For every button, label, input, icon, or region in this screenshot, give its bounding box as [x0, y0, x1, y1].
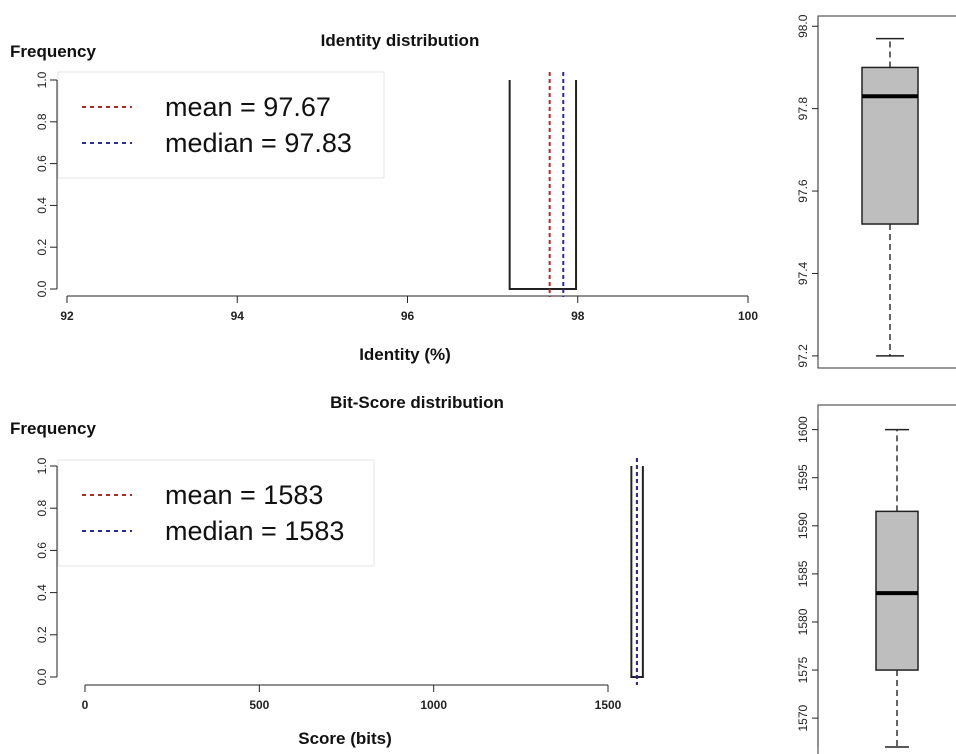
bitscore-legend-median-label: median = 1583	[165, 516, 344, 546]
bitscore-boxplot-panel: 1570 1575 1580 1585 1590 1595 1600	[796, 404, 956, 754]
bitscore-y-tick-label: 0.6	[35, 542, 49, 559]
identity-x-tick-label: 100	[738, 309, 758, 323]
bitscore-y-axis-label: Frequency	[10, 419, 97, 438]
bitscore-boxplot-iqr-box	[875, 510, 919, 671]
identity-boxplot-y-tick-label: 97.4	[796, 261, 810, 285]
bitscore-boxplot-y-tick-label: 1570	[796, 704, 810, 731]
bitscore-y-tick-label: 0.4	[35, 584, 49, 601]
identity-stat-lines	[548, 72, 565, 297]
identity-x-axis-label: Identity (%)	[359, 345, 451, 364]
bitscore-histogram-panel: Bit-Score distribution Frequency Score (…	[10, 393, 644, 748]
identity-legend-mean-label: mean = 97.67	[165, 92, 331, 122]
identity-boxplot-axis: 97.2 97.4 97.6 97.8 98.0	[796, 14, 819, 368]
identity-boxplot-y-tick-label: 98.0	[796, 14, 810, 38]
bitscore-boxplot-y-tick-label: 1585	[796, 560, 810, 587]
identity-y-tick-label: 0.4	[35, 197, 49, 214]
bitscore-y-tick-label: 1.0	[35, 457, 49, 474]
identity-legend-median-label: median = 97.83	[165, 128, 352, 158]
bitscore-boxplot-y-tick-label: 1575	[796, 656, 810, 683]
identity-y-tick-label: 0.0	[35, 280, 49, 297]
identity-bars	[508, 80, 578, 290]
identity-axes: 92 94 96 98 100 0.0 0.2 0.4 0.6 0.8 1.0	[35, 71, 758, 323]
identity-x-tick-label: 94	[231, 309, 245, 323]
bitscore-x-tick-label: 1000	[420, 698, 447, 712]
bitscore-x-tick-label: 1500	[595, 698, 622, 712]
identity-boxplot-iqr-box	[861, 66, 919, 225]
identity-boxplot-panel: 97.2 97.4 97.6 97.8 98.0	[796, 14, 956, 369]
identity-boxplot-y-tick-label: 97.2	[796, 344, 810, 368]
bitscore-axes: 0 500 1000 1500 0.0 0.2 0.4 0.6 0.8 1.0	[35, 457, 622, 712]
identity-boxplot	[861, 37, 919, 357]
identity-x-tick-label: 96	[401, 309, 415, 323]
bitscore-legend-mean-label: mean = 1583	[165, 480, 323, 510]
identity-y-tick-label: 0.8	[35, 113, 49, 130]
identity-histogram-panel: Identity distribution Frequency Identity…	[10, 31, 758, 364]
identity-bar	[508, 80, 578, 290]
identity-y-tick-label: 1.0	[35, 71, 49, 88]
bitscore-boxplot-y-tick-label: 1600	[796, 416, 810, 443]
identity-boxplot-y-tick-label: 97.8	[796, 97, 810, 121]
bitscore-boxplot-y-tick-label: 1580	[796, 608, 810, 635]
bitscore-boxplot-y-tick-label: 1595	[796, 464, 810, 491]
identity-x-tick-label: 98	[571, 309, 585, 323]
bitscore-boxplot-axis: 1570 1575 1580 1585 1590 1595 1600	[796, 416, 819, 747]
identity-y-tick-label: 0.2	[35, 239, 49, 256]
bitscore-boxplot-y-tick-label: 1590	[796, 512, 810, 539]
identity-chart-title: Identity distribution	[321, 31, 480, 50]
bitscore-x-tick-label: 0	[82, 698, 89, 712]
bitscore-legend-box	[57, 459, 375, 567]
identity-boxplot-y-tick-label: 97.6	[796, 179, 810, 203]
bitscore-x-axis-label: Score (bits)	[298, 729, 392, 748]
bitscore-y-tick-label: 0.2	[35, 626, 49, 643]
bitscore-x-tick-label: 500	[249, 698, 269, 712]
bitscore-chart-title: Bit-Score distribution	[330, 393, 504, 412]
identity-y-axis-label: Frequency	[10, 42, 97, 61]
bitscore-y-tick-label: 0.0	[35, 668, 49, 685]
identity-legend-box	[57, 71, 385, 179]
identity-x-tick-label: 92	[60, 309, 74, 323]
bitscore-boxplot	[875, 428, 919, 748]
identity-y-tick-label: 0.6	[35, 155, 49, 172]
bitscore-y-tick-label: 0.8	[35, 500, 49, 517]
